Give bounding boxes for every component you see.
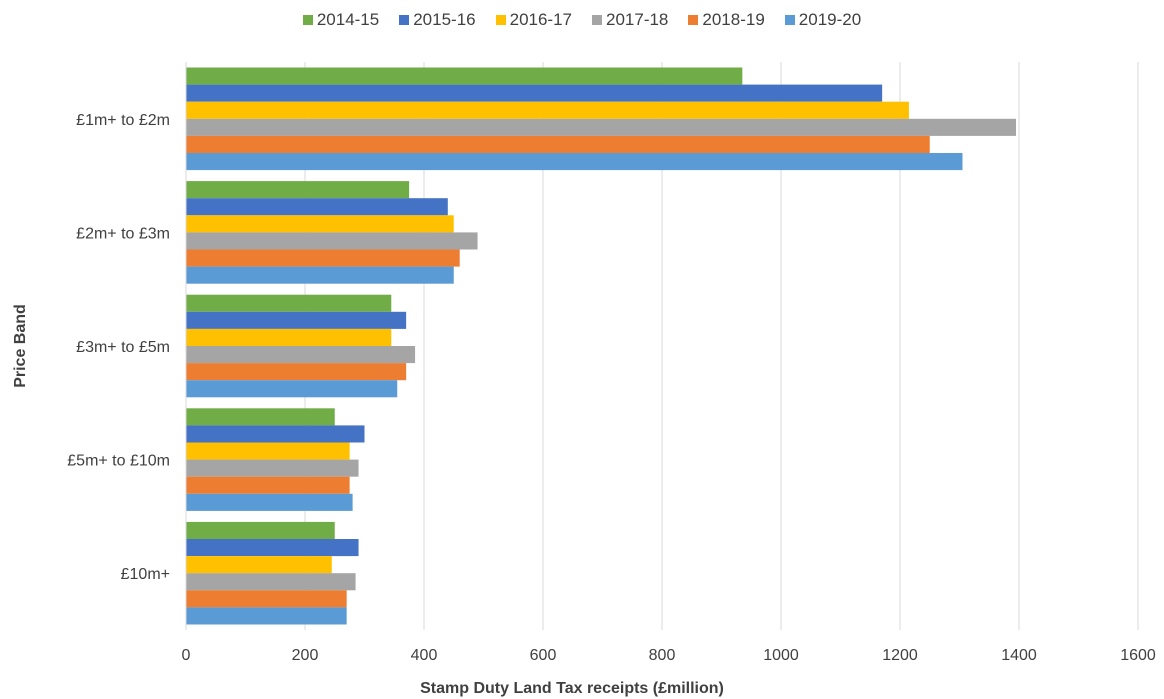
bar — [186, 442, 350, 460]
legend-label: 2019-20 — [798, 10, 862, 29]
legend-item: 2018-19 — [688, 10, 765, 30]
x-tick-label: 1600 — [1120, 647, 1156, 664]
x-tick-label: 1200 — [882, 647, 918, 664]
bar — [186, 198, 448, 216]
x-tick-label: 1400 — [1001, 647, 1037, 664]
bar — [186, 215, 454, 233]
legend-item: 2017-18 — [592, 10, 668, 30]
y-category-label: £10m+ — [121, 566, 170, 583]
x-tick-label: 800 — [649, 647, 676, 664]
y-category-label: £2m+ to £3m — [76, 225, 170, 242]
y-category-label: £5m+ to £10m — [67, 453, 170, 470]
bar — [186, 346, 416, 364]
bar — [186, 153, 963, 171]
bar — [186, 328, 392, 346]
bar — [186, 311, 407, 329]
legend-label: 2018-19 — [702, 10, 765, 29]
legend-label: 2014-15 — [316, 10, 380, 29]
legend-item: 2016-17 — [495, 10, 572, 30]
bar — [186, 266, 454, 284]
bar — [186, 118, 1017, 136]
x-tick-label: 1000 — [763, 647, 799, 664]
legend-item: 2019-20 — [784, 10, 862, 30]
bar — [186, 607, 347, 625]
bar — [186, 573, 356, 591]
bar — [186, 521, 335, 539]
legend-swatch — [784, 15, 795, 25]
x-tick-label: 200 — [292, 647, 319, 664]
bar — [186, 493, 353, 511]
legend-swatch — [399, 15, 410, 25]
bar — [186, 459, 359, 477]
y-category-labels: £1m+ to £2m £2m+ to £3m £3m+ to £5m £5m+ to… — [67, 112, 170, 583]
bar — [186, 67, 743, 85]
y-category-label: £1m+ to £2m — [76, 112, 170, 129]
legend-swatch — [302, 15, 313, 25]
bar — [186, 294, 392, 312]
bar — [186, 84, 883, 102]
legend-item: 2014-15 — [302, 10, 380, 30]
legend-label: 2017-18 — [606, 10, 669, 29]
legend-swatch — [688, 15, 699, 25]
x-axis-title: Stamp Duty Land Tax receipts (£million) — [420, 680, 724, 697]
bar — [186, 363, 407, 381]
bar — [186, 101, 909, 119]
x-tick-label: 0 — [182, 647, 191, 664]
bar — [186, 135, 930, 153]
bar — [186, 380, 398, 398]
bar — [186, 249, 460, 267]
legend-swatch — [495, 15, 506, 25]
legend-swatch — [592, 15, 602, 25]
legend-label: 2015-16 — [413, 10, 476, 29]
y-category-label: £3m+ to £5m — [76, 339, 170, 356]
legend-item: 2015-16 — [399, 10, 476, 30]
bar — [186, 181, 410, 199]
bars — [186, 67, 1017, 625]
bar — [186, 425, 365, 443]
chart-legend: 2014-15 2015-16 2016-17 2017-18 2018-19 2019-… — [0, 10, 1164, 30]
legend-label: 2016-17 — [509, 10, 572, 29]
bar — [186, 590, 347, 608]
bar — [186, 408, 335, 426]
x-tick-label: 600 — [530, 647, 557, 664]
bar — [186, 556, 332, 574]
bar — [186, 539, 359, 557]
bar — [186, 476, 350, 494]
bar — [186, 232, 478, 250]
x-tick-labels: 0 200 400 600 800 1000 1200 1400 1600 — [182, 647, 1156, 664]
y-axis-title: Price Band — [12, 304, 29, 388]
x-tick-label: 400 — [411, 647, 438, 664]
